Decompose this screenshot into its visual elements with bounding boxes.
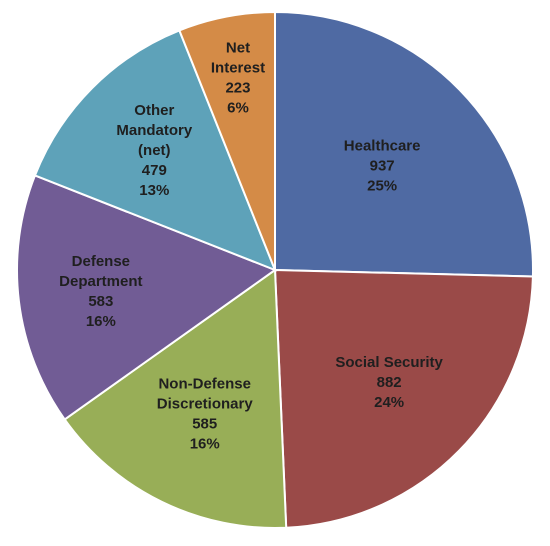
- slice-percent-healthcare: 25%: [367, 178, 397, 195]
- slice-name-line-other-mandatory-net: (net): [138, 142, 171, 159]
- slice-label-healthcare: Healthcare 937 25%: [344, 138, 421, 195]
- slice-name-line-defense-department: Defense: [72, 253, 130, 270]
- pie-slice-other-mandatory-net: [33, 29, 277, 272]
- slice-label-defense-department: Defense Department 583 16%: [59, 253, 142, 330]
- slice-label-social-security: Social Security 882 24%: [335, 354, 443, 411]
- slice-name-line-net-interest: Net: [226, 39, 250, 56]
- pie-labels: Healthcare 937 25% Social Security 882 24% Non…: [59, 39, 443, 452]
- pie-slice-healthcare: [274, 10, 534, 278]
- slice-percent-non-defense-discretionary: 16%: [190, 436, 220, 453]
- slice-value-other-mandatory-net: 479: [142, 162, 167, 179]
- slice-name-line-other-mandatory-net: Other: [134, 102, 174, 119]
- pie-slice-defense-department: [16, 174, 278, 421]
- slice-name-line-non-defense-discretionary: Non-Defense: [158, 376, 251, 393]
- slice-percent-other-mandatory-net: 13%: [139, 182, 169, 199]
- slice-name-line-defense-department: Department: [59, 273, 142, 290]
- slice-label-net-interest: Net Interest 223 6%: [211, 39, 265, 116]
- slice-label-other-mandatory-net: Other Mandatory (net) 479 13%: [116, 102, 193, 199]
- slice-name-line-healthcare: Healthcare: [344, 138, 421, 155]
- pie-slices: [16, 10, 534, 529]
- slice-value-social-security: 882: [377, 374, 402, 391]
- slice-label-non-defense-discretionary: Non-Defense Discretionary 585 16%: [157, 376, 254, 453]
- slice-percent-social-security: 24%: [374, 394, 404, 411]
- slice-name-line-net-interest: Interest: [211, 59, 265, 76]
- slice-value-net-interest: 223: [225, 79, 250, 96]
- slice-percent-defense-department: 16%: [86, 313, 116, 330]
- slice-value-defense-department: 583: [88, 293, 113, 310]
- slice-name-line-other-mandatory-net: Mandatory: [116, 122, 193, 139]
- slice-percent-net-interest: 6%: [227, 99, 249, 116]
- slice-name-line-social-security: Social Security: [335, 354, 443, 371]
- slice-value-healthcare: 937: [370, 158, 395, 175]
- slice-value-non-defense-discretionary: 585: [192, 416, 217, 433]
- pie-slice-social-security: [273, 268, 534, 529]
- pie-slice-net-interest: [178, 10, 276, 271]
- pie-slice-non-defense-discretionary: [63, 268, 288, 529]
- slice-name-line-non-defense-discretionary: Discretionary: [157, 396, 254, 413]
